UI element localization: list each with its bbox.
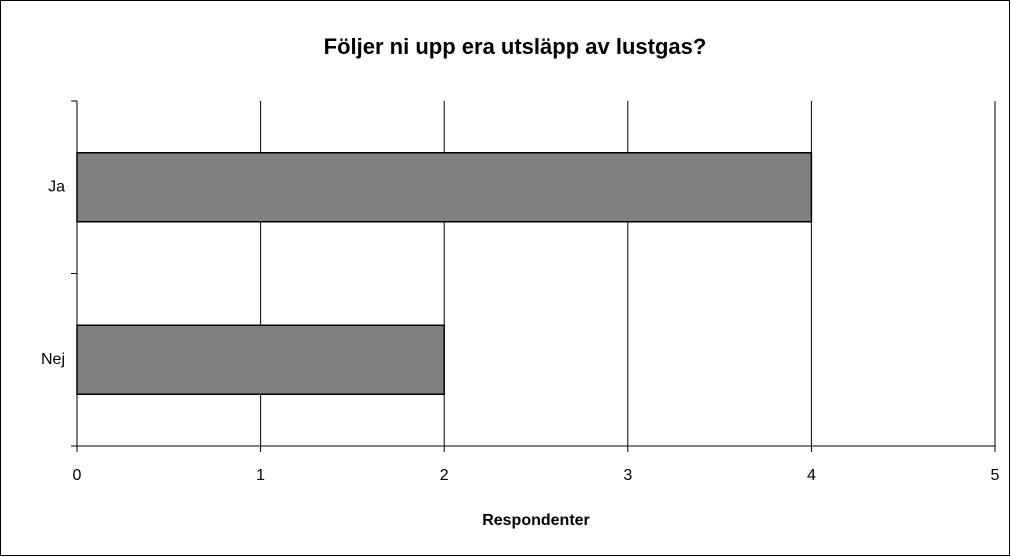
bar bbox=[76, 324, 445, 395]
y-tick-label: Ja bbox=[48, 178, 65, 195]
x-tick-label: 4 bbox=[807, 467, 816, 484]
chart-title: Följer ni upp era utsläpp av lustgas? bbox=[324, 34, 707, 59]
x-tick-label: 2 bbox=[440, 467, 449, 484]
x-tick-label: 5 bbox=[991, 467, 1000, 484]
x-tick-label: 3 bbox=[623, 467, 632, 484]
x-tick-label: 1 bbox=[256, 467, 265, 484]
x-axis-label: Respondenter bbox=[482, 512, 590, 529]
y-tick-label: Nej bbox=[41, 351, 65, 368]
x-tick-label: 0 bbox=[73, 467, 82, 484]
bar bbox=[76, 152, 813, 223]
